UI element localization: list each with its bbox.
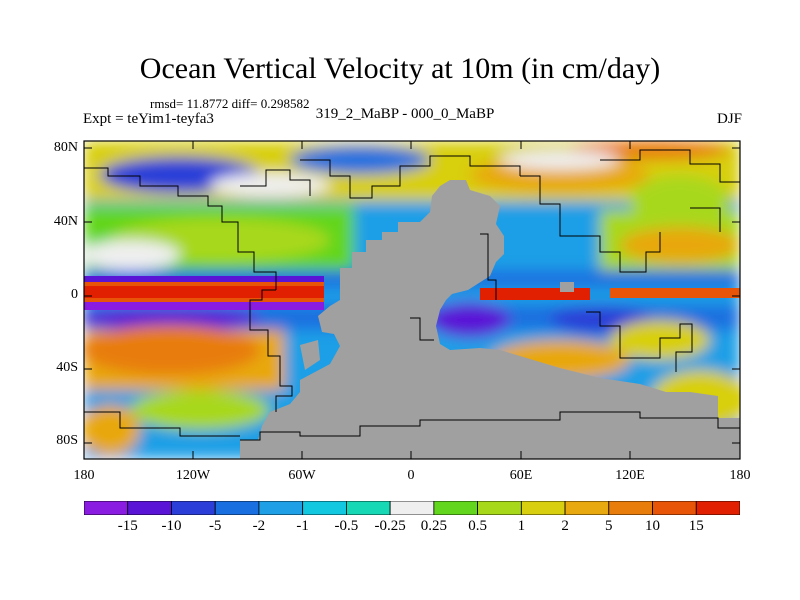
colorbar-swatch	[389, 501, 435, 515]
colorbar-label: 0.25	[420, 518, 447, 534]
lat-label-40s: 40S	[56, 360, 78, 375]
colorbar-swatch	[258, 501, 304, 515]
colorbar-label: -2	[252, 518, 266, 534]
comparison-label: 319_2_MaBP - 000_0_MaBP	[315, 106, 495, 122]
colorbar-swatch	[302, 501, 347, 515]
colorbar-label: -0.25	[374, 518, 406, 534]
colorbar-swatch	[608, 501, 653, 515]
colorbar-label: 2	[561, 518, 569, 534]
colorbar-swatch	[695, 501, 740, 515]
colorbar-label: -15	[117, 518, 138, 534]
lat-label-80n: 80N	[53, 140, 78, 155]
lat-label-40n: 40N	[53, 214, 78, 229]
colorbar-swatch	[84, 501, 129, 515]
map-title: Ocean Vertical Velocity at 10m (in cm/da…	[139, 52, 661, 85]
lon-label-120e: 120E	[615, 468, 645, 483]
stats-label: rmsd= 11.8772 diff= 0.298582	[150, 96, 310, 111]
colorbar-label: -0.5	[334, 518, 359, 534]
colorbar-swatch	[345, 501, 391, 515]
colorbar-label: 10	[645, 518, 661, 534]
colorbar-label: -5	[208, 518, 222, 534]
colorbar-swatch	[433, 501, 479, 515]
colorbar-label: 15	[688, 518, 704, 534]
lat-label-80s: 80S	[56, 433, 78, 448]
colorbar	[84, 501, 740, 515]
lon-label-120w: 120W	[175, 468, 211, 483]
lon-label-180e: 180	[729, 468, 751, 483]
lat-label-0: 0	[71, 287, 78, 302]
colorbar-label: 5	[605, 518, 613, 534]
colorbar-swatch	[564, 501, 610, 515]
lon-label-180w: 180	[73, 468, 95, 483]
lon-label-0: 0	[407, 468, 415, 483]
colorbar-swatch	[127, 501, 172, 515]
season-label: DJF	[716, 111, 742, 127]
colorbar-label: 0.5	[468, 518, 487, 534]
colorbar-swatch	[652, 501, 697, 515]
colorbar-swatch	[214, 501, 260, 515]
colorbar-swatch	[477, 501, 522, 515]
colorbar-label: 1	[517, 518, 526, 534]
colorbar-swatch	[171, 501, 216, 515]
lon-label-60e: 60E	[509, 468, 533, 483]
colorbar-swatch	[520, 501, 566, 515]
colorbar-label: -1	[296, 518, 309, 534]
colorbar-label: -10	[161, 518, 182, 534]
experiment-label: Expt = teYim1-teyfa3	[83, 111, 214, 127]
lon-label-60w: 60W	[288, 468, 316, 483]
